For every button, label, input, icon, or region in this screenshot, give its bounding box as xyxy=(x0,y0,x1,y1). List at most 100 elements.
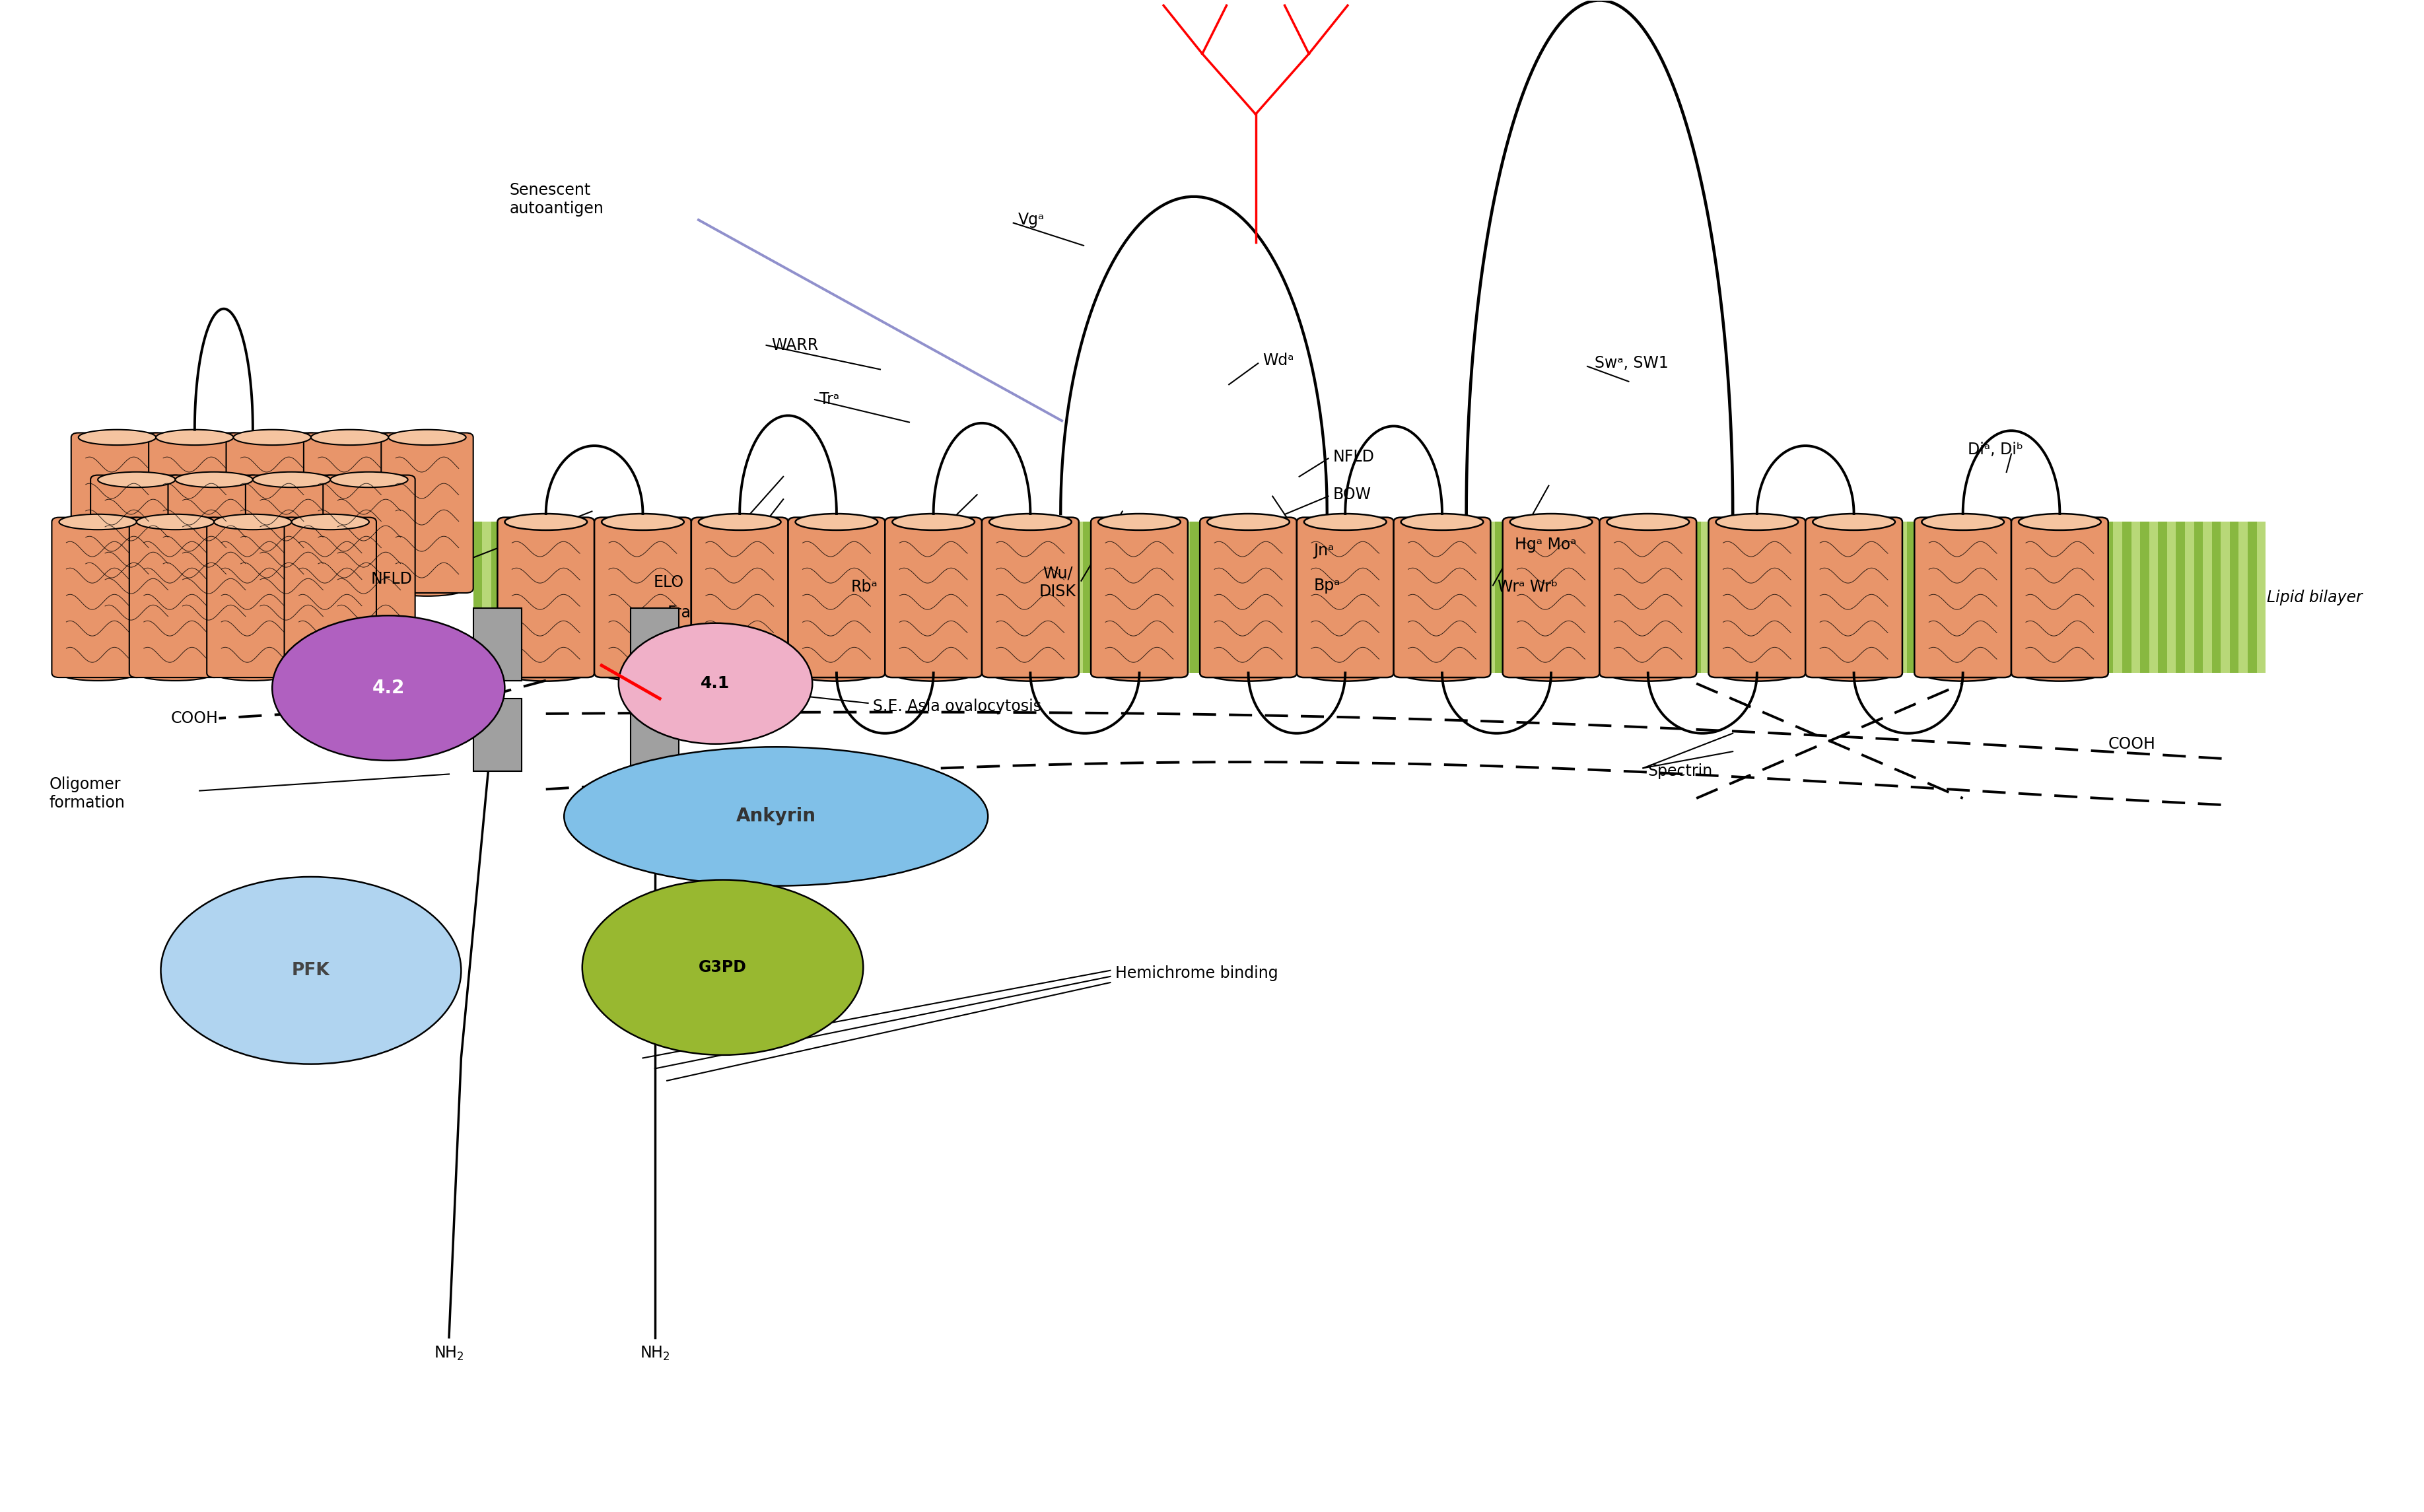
Bar xyxy=(1854,522,1862,673)
Ellipse shape xyxy=(252,623,330,638)
Bar xyxy=(582,522,589,673)
Ellipse shape xyxy=(1401,514,1483,531)
Text: NH$_2$: NH$_2$ xyxy=(640,1346,669,1362)
Bar xyxy=(1818,522,1828,673)
Bar xyxy=(1944,522,1951,673)
Bar xyxy=(562,522,572,673)
Bar xyxy=(2247,522,2257,673)
Ellipse shape xyxy=(1304,665,1387,682)
Text: 4.2: 4.2 xyxy=(373,679,405,697)
Ellipse shape xyxy=(291,514,368,529)
Bar xyxy=(526,522,536,673)
Bar xyxy=(1333,522,1343,673)
Bar xyxy=(599,522,608,673)
Ellipse shape xyxy=(1098,665,1180,682)
Text: Hemichrome binding: Hemichrome binding xyxy=(1115,966,1277,981)
Ellipse shape xyxy=(1207,514,1290,531)
FancyBboxPatch shape xyxy=(497,517,594,677)
Text: Wrᵃ Wrᵇ: Wrᵃ Wrᵇ xyxy=(1498,579,1559,594)
Bar xyxy=(1207,522,1217,673)
Text: NFLD: NFLD xyxy=(371,572,412,587)
Bar xyxy=(473,608,521,680)
Ellipse shape xyxy=(310,429,388,445)
Bar xyxy=(2104,522,2114,673)
Bar xyxy=(1692,522,1702,673)
Ellipse shape xyxy=(310,581,388,596)
Bar xyxy=(1532,522,1539,673)
FancyBboxPatch shape xyxy=(885,517,982,677)
FancyBboxPatch shape xyxy=(1915,517,2012,677)
Text: Lipid bilayer: Lipid bilayer xyxy=(2266,590,2363,605)
Text: ELO: ELO xyxy=(654,575,684,590)
Bar xyxy=(1675,522,1682,673)
Bar xyxy=(1047,522,1057,673)
Bar xyxy=(635,522,642,673)
FancyBboxPatch shape xyxy=(51,517,143,677)
Bar xyxy=(761,522,768,673)
Bar xyxy=(1280,522,1290,673)
Bar xyxy=(1888,522,1898,673)
Bar xyxy=(1297,522,1307,673)
Ellipse shape xyxy=(1922,514,2005,531)
FancyBboxPatch shape xyxy=(245,475,337,635)
Bar xyxy=(2014,522,2024,673)
Ellipse shape xyxy=(175,623,252,638)
Ellipse shape xyxy=(155,581,233,596)
Bar xyxy=(1585,522,1593,673)
Text: Jnᵃ: Jnᵃ xyxy=(1314,543,1336,558)
Bar xyxy=(1961,522,1971,673)
Bar xyxy=(1173,522,1180,673)
Bar xyxy=(1406,522,1413,673)
Bar xyxy=(1154,522,1164,673)
Bar xyxy=(545,522,555,673)
Ellipse shape xyxy=(504,665,587,682)
Ellipse shape xyxy=(698,665,781,682)
Ellipse shape xyxy=(1401,665,1483,682)
FancyBboxPatch shape xyxy=(691,517,788,677)
Text: Swᵃ, SW1: Swᵃ, SW1 xyxy=(1595,355,1668,372)
FancyBboxPatch shape xyxy=(2012,517,2109,677)
Ellipse shape xyxy=(155,429,233,445)
Text: Trᵃ: Trᵃ xyxy=(819,392,839,408)
Bar xyxy=(1476,522,1486,673)
Circle shape xyxy=(271,615,504,761)
Bar xyxy=(831,522,841,673)
Ellipse shape xyxy=(175,472,252,487)
Bar xyxy=(868,522,877,673)
Bar xyxy=(921,522,931,673)
Bar xyxy=(492,522,499,673)
Bar xyxy=(1835,522,1845,673)
Text: Spectrin: Spectrin xyxy=(1648,764,1714,779)
Text: Ankyrin: Ankyrin xyxy=(737,807,817,826)
Bar xyxy=(2230,522,2240,673)
Bar xyxy=(1263,522,1270,673)
FancyBboxPatch shape xyxy=(90,475,182,635)
Bar xyxy=(2177,522,2184,673)
Bar xyxy=(1908,522,1915,673)
Ellipse shape xyxy=(97,472,175,487)
Bar xyxy=(938,522,948,673)
Ellipse shape xyxy=(97,623,175,638)
Ellipse shape xyxy=(892,665,974,682)
Text: Wdᵃ: Wdᵃ xyxy=(1263,352,1294,369)
FancyBboxPatch shape xyxy=(148,432,240,593)
Bar xyxy=(1423,522,1433,673)
Ellipse shape xyxy=(213,514,291,529)
Ellipse shape xyxy=(1716,514,1799,531)
Bar xyxy=(1549,522,1559,673)
FancyBboxPatch shape xyxy=(982,517,1079,677)
Bar xyxy=(1028,522,1037,673)
Bar xyxy=(957,522,967,673)
Ellipse shape xyxy=(795,665,877,682)
Ellipse shape xyxy=(601,665,684,682)
Ellipse shape xyxy=(1098,514,1180,531)
Bar xyxy=(1619,522,1629,673)
Bar xyxy=(795,522,805,673)
Text: Senescent
autoantigen: Senescent autoantigen xyxy=(509,181,604,216)
Ellipse shape xyxy=(892,514,974,531)
FancyBboxPatch shape xyxy=(167,475,259,635)
Bar xyxy=(2034,522,2041,673)
FancyBboxPatch shape xyxy=(1503,517,1600,677)
Ellipse shape xyxy=(1716,665,1799,682)
Bar xyxy=(1190,522,1200,673)
